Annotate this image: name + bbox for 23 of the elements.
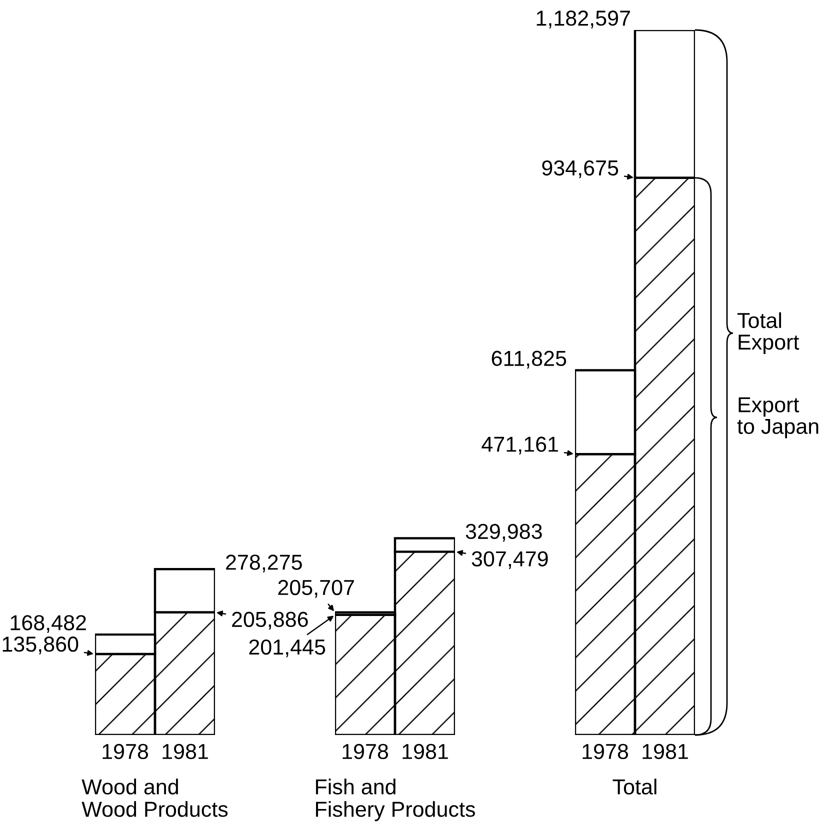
x-tick-label: 1978 <box>102 744 148 760</box>
total-label: 1,182,597 <box>536 10 630 28</box>
x-tick-label: 1981 <box>162 744 208 760</box>
data-label: 934,675 <box>542 160 618 178</box>
total-label: 278,275 <box>226 554 302 572</box>
data-label: 205,886 <box>232 612 308 630</box>
x-tick-label: 1981 <box>642 744 688 760</box>
x-axis-title: Wood and Wood Products <box>82 778 228 817</box>
data-label: 307,479 <box>472 551 548 570</box>
total-label: 168,482 <box>10 615 86 633</box>
x-tick-label: 1978 <box>582 744 628 760</box>
total-label: 329,983 <box>466 524 542 542</box>
total-label: 611,825 <box>492 350 566 369</box>
text: Total Export <box>737 312 800 354</box>
data-label: 471,161 <box>482 436 558 454</box>
x-tick-label: 1978 <box>342 744 388 760</box>
total-label: 205,707 <box>278 580 354 598</box>
x-axis-title: Fish and Fishery Products <box>316 778 475 822</box>
data-label: 135,860 <box>2 636 78 654</box>
series-label: Export to Japan <box>737 397 818 438</box>
data-label: 201,445 <box>249 639 326 658</box>
x-tick-label: 1981 <box>402 744 448 760</box>
x-axis-title: Total <box>612 778 656 794</box>
